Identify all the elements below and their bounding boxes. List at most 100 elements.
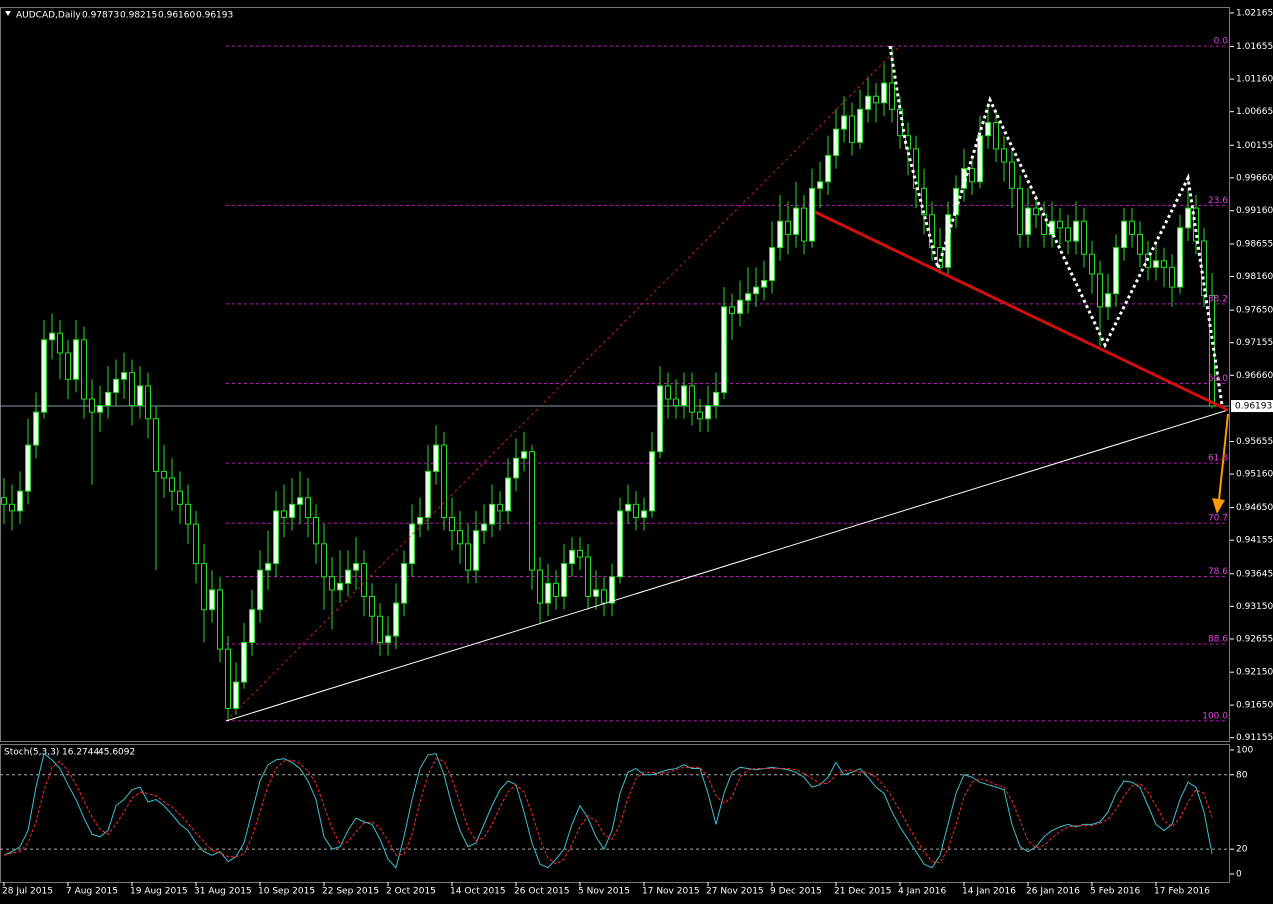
candle-body — [553, 582, 559, 597]
indicator-value: 16.2744 — [62, 748, 99, 758]
x-tick-label: 14 Oct 2015 — [450, 887, 506, 897]
x-tick-label: 14 Jan 2016 — [962, 887, 1016, 897]
y-tick-label: 1.00155 — [1236, 141, 1273, 151]
header-value: 0.96160 — [158, 11, 195, 21]
candle-body — [641, 510, 647, 519]
candle-body — [529, 451, 535, 571]
candle-body — [1185, 207, 1191, 229]
candle-body — [817, 181, 823, 189]
candle-body — [321, 543, 327, 578]
x-tick-label: 26 Jan 2016 — [1026, 887, 1080, 897]
candle-body — [361, 563, 367, 597]
x-tick-label: 26 Oct 2015 — [514, 887, 570, 897]
candle-body — [793, 207, 799, 235]
y2-tick-label: 0 — [1236, 869, 1242, 879]
x-tick-label: 17 Feb 2016 — [1154, 887, 1210, 897]
candle-body — [601, 589, 607, 604]
candle-body — [617, 510, 623, 578]
y-tick-label: 0.92655 — [1236, 634, 1273, 644]
x-tick-label: 2 Oct 2015 — [386, 887, 436, 897]
candle-body — [841, 115, 847, 130]
y-tick-label: 0.98655 — [1236, 239, 1273, 249]
candle-body — [729, 306, 735, 314]
candle-body — [761, 280, 767, 288]
y-tick-label: 0.99660 — [1236, 173, 1273, 183]
candle-body — [305, 497, 311, 519]
y-tick-label: 1.01160 — [1236, 75, 1273, 85]
y-tick-label: 1.00665 — [1236, 107, 1273, 117]
candle-body — [185, 503, 191, 525]
candle-body — [537, 569, 543, 604]
fib-label: 100.0 — [1202, 711, 1228, 721]
candle-body — [49, 332, 55, 341]
candle-body — [1041, 214, 1047, 235]
candle-body — [449, 517, 455, 532]
candle-body — [369, 595, 375, 617]
candle-body — [1, 497, 7, 505]
fib-label: 23.6 — [1208, 196, 1228, 206]
candle-body — [17, 490, 23, 512]
candle-body — [1161, 260, 1167, 268]
candle-body — [769, 247, 775, 282]
candle-body — [1081, 220, 1087, 255]
candle-body — [385, 635, 391, 644]
candle-body — [993, 122, 999, 150]
candle-body — [345, 569, 351, 584]
candle-body — [249, 609, 255, 644]
x-tick-label: 5 Feb 2016 — [1090, 887, 1141, 897]
symbol: AUDCAD,Daily — [16, 11, 81, 21]
candle-body — [441, 444, 447, 519]
candle-body — [961, 168, 967, 189]
candle-body — [225, 648, 231, 709]
candle-body — [9, 503, 15, 512]
candle-body — [1033, 207, 1039, 216]
candle-body — [289, 503, 295, 519]
candle-body — [969, 168, 975, 183]
candle-body — [609, 576, 615, 604]
candle-body — [673, 398, 679, 407]
target-arrowhead — [1212, 498, 1225, 514]
candle-body — [1049, 220, 1055, 235]
candle-body — [585, 556, 591, 597]
candle-body — [65, 352, 71, 380]
y-tick-label: 0.94650 — [1236, 503, 1273, 513]
candle-body — [625, 503, 631, 512]
candle-body — [425, 470, 431, 519]
candle-body — [313, 517, 319, 545]
candle-body — [569, 549, 575, 565]
candle-body — [481, 523, 487, 532]
candle-body — [465, 543, 471, 571]
target-arrow — [1218, 413, 1229, 501]
candle-body — [177, 490, 183, 505]
candle-body — [1209, 294, 1215, 407]
indicator-title: Stoch(5,3,3) — [4, 748, 59, 758]
candle-body — [57, 332, 63, 354]
y-tick-label: 0.97155 — [1236, 338, 1273, 348]
candle-body — [1073, 220, 1079, 242]
current-price-box — [1231, 400, 1273, 413]
candle-body — [1169, 266, 1175, 288]
candle-body — [977, 135, 983, 183]
candle-body — [545, 582, 551, 604]
candle-body — [393, 602, 399, 637]
header-value: 0.97873 — [82, 11, 119, 21]
candle-body — [745, 293, 751, 301]
candle-body — [97, 405, 103, 413]
candle-body — [41, 339, 47, 413]
candle-body — [809, 187, 815, 242]
x-tick-label: 21 Dec 2015 — [834, 887, 892, 897]
candle-body — [1065, 227, 1071, 242]
candle-body — [721, 306, 727, 393]
candle-body — [217, 589, 223, 650]
candle-body — [417, 517, 423, 525]
fib-trendline — [225, 45, 901, 722]
drawings — [225, 45, 1229, 722]
stoch-line — [3, 752, 1213, 869]
candle-body — [1105, 293, 1111, 308]
candle-body — [193, 523, 199, 565]
candle-body — [833, 128, 839, 156]
candle-body — [145, 385, 151, 420]
candle-body — [1113, 247, 1119, 295]
